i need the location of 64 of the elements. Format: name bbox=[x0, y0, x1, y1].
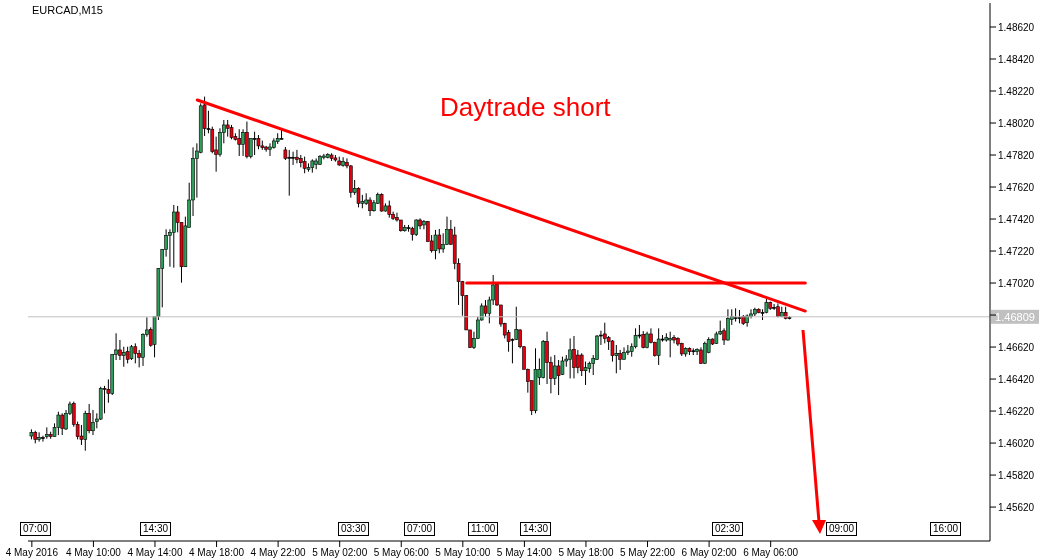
x-tick-label: 4 May 10:00 bbox=[65, 547, 122, 559]
candlestick bbox=[133, 342, 138, 364]
candlestick bbox=[626, 344, 630, 356]
y-tick-label: 1.47020 bbox=[998, 277, 1035, 289]
y-tick-label: 1.47220 bbox=[998, 245, 1035, 257]
candlestick bbox=[237, 128, 242, 157]
candlestick bbox=[556, 359, 561, 396]
candlestick bbox=[668, 331, 672, 358]
y-tick-label: 1.46620 bbox=[998, 341, 1035, 353]
x-tick-label: 4 May 14:00 bbox=[127, 547, 183, 559]
x-tick-label: 6 May 02:00 bbox=[681, 547, 738, 559]
candlestick bbox=[60, 412, 65, 436]
candlestick bbox=[572, 335, 576, 379]
candlestick bbox=[368, 196, 372, 217]
x-tick-label: 5 May 06:00 bbox=[373, 547, 430, 559]
x-tick-label: 5 May 02:00 bbox=[312, 547, 368, 559]
x-tick-label: 4 May 2016 bbox=[5, 547, 59, 559]
chart-title: EURCAD,M15 bbox=[32, 4, 103, 16]
y-tick-label: 1.47620 bbox=[998, 181, 1035, 193]
candlestick bbox=[726, 308, 730, 342]
y-tick-label: 1.47820 bbox=[998, 149, 1035, 161]
y-tick-label: 1.48620 bbox=[998, 21, 1035, 33]
y-tick-label: 1.46020 bbox=[998, 437, 1035, 449]
candlestick bbox=[291, 151, 295, 166]
candlestick bbox=[268, 142, 272, 157]
annotation: 11:00 bbox=[468, 522, 499, 536]
x-tick-label: 5 May 10:00 bbox=[435, 547, 491, 559]
y-tick-label: 1.46220 bbox=[998, 405, 1035, 417]
candlestick bbox=[287, 149, 292, 197]
y-tick-label: 1.45620 bbox=[998, 501, 1035, 513]
x-tick-label: 4 May 22:00 bbox=[250, 547, 307, 559]
x-tick-label: 5 May 18:00 bbox=[558, 547, 614, 559]
annotation: 14:30 bbox=[140, 522, 172, 536]
candlestick bbox=[37, 431, 41, 443]
annotation: 03:30 bbox=[338, 522, 370, 536]
candlestick bbox=[576, 349, 580, 374]
annotation: Daytrade short bbox=[440, 92, 611, 123]
candlestick bbox=[295, 149, 299, 164]
ref-line-label: 1.46809 bbox=[995, 310, 1035, 323]
candlestick bbox=[91, 409, 95, 436]
y-tick-label: 1.45820 bbox=[998, 469, 1035, 481]
y-tick-label: 1.48220 bbox=[998, 85, 1035, 97]
annotation: 14:30 bbox=[520, 522, 552, 536]
candlestick bbox=[618, 349, 622, 371]
annotation: 16:00 bbox=[930, 522, 962, 536]
y-tick-label: 1.46420 bbox=[998, 373, 1035, 385]
x-tick-label: 5 May 22:00 bbox=[620, 547, 676, 559]
annotation: 07:00 bbox=[404, 522, 436, 536]
candlestick bbox=[241, 128, 245, 157]
x-tick-label: 4 May 18:00 bbox=[189, 547, 245, 559]
candlestick bbox=[437, 228, 442, 254]
candlestick bbox=[341, 156, 345, 168]
annotation: 09:00 bbox=[826, 522, 858, 536]
candlestick bbox=[568, 337, 572, 379]
x-tick-label: 5 May 14:00 bbox=[496, 547, 553, 559]
x-tick-label: 6 May 06:00 bbox=[743, 547, 799, 559]
annotation: 02:30 bbox=[712, 522, 744, 536]
candlestick bbox=[441, 232, 445, 254]
candlestick bbox=[614, 344, 619, 374]
y-tick-label: 1.48420 bbox=[998, 53, 1035, 65]
candlestick bbox=[172, 204, 176, 269]
annotation: 07:00 bbox=[20, 522, 52, 536]
y-tick-label: 1.47420 bbox=[998, 213, 1035, 225]
y-tick-label: 1.48020 bbox=[998, 117, 1035, 129]
